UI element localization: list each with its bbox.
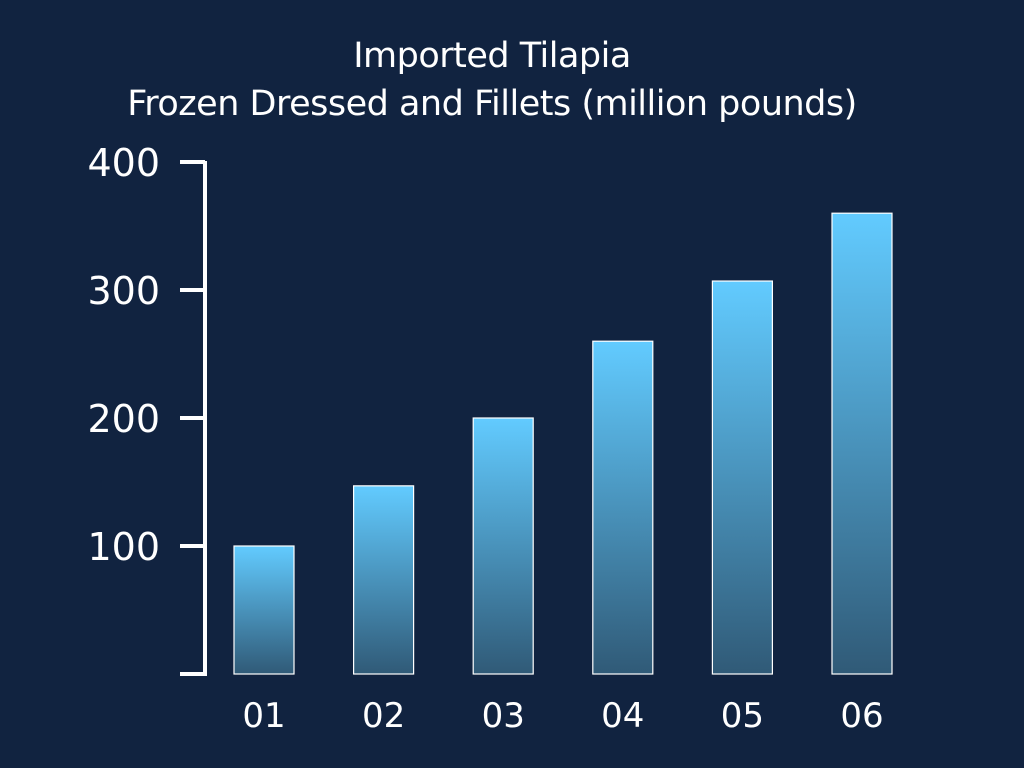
x-category-label: 03 xyxy=(482,696,525,736)
bars xyxy=(233,212,893,675)
labels: 100 200 300 400 01 02 03 04 05 06 xyxy=(87,141,883,736)
x-category-label: 04 xyxy=(601,696,644,736)
x-category-label: 06 xyxy=(840,696,883,736)
chart-title: Imported Tilapia xyxy=(353,36,631,76)
y-tick-label: 300 xyxy=(87,269,160,313)
y-tick-label: 200 xyxy=(87,397,160,441)
x-category-label: 01 xyxy=(242,696,285,736)
bar xyxy=(353,485,415,675)
bar xyxy=(592,340,654,675)
x-category-label: 02 xyxy=(362,696,405,736)
bar xyxy=(711,280,774,675)
chart-subtitle: Frozen Dressed and Fillets (million poun… xyxy=(127,84,857,124)
x-category-label: 05 xyxy=(721,696,764,736)
y-tick-label: 100 xyxy=(87,525,160,569)
y-tick-label: 400 xyxy=(87,141,160,185)
y-axis xyxy=(180,160,207,676)
bar xyxy=(233,545,295,675)
bar xyxy=(472,417,534,675)
bar xyxy=(831,212,893,675)
